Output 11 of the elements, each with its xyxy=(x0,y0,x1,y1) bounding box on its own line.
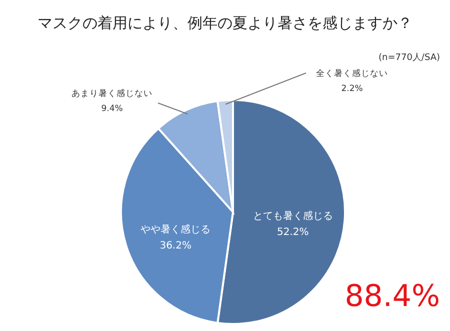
text: 88.4% xyxy=(344,279,440,314)
data-label: 36.2% xyxy=(160,240,192,252)
slice-label: とても暑く感じる xyxy=(252,210,333,222)
data-label: 9.4% xyxy=(101,104,123,114)
chart-title: マスクの着用により、例年の夏より暑さを感じますか？ xyxy=(38,14,412,32)
slice-label: やや暑く感じる xyxy=(140,223,211,236)
text: (n=770人/SA) xyxy=(378,52,440,63)
slice-label: 全く暑く感じない xyxy=(316,68,388,79)
slice-label: あまり暑く感じない xyxy=(72,88,152,99)
data-label: 2.2% xyxy=(341,84,363,94)
data-label: 52.2% xyxy=(276,227,309,238)
